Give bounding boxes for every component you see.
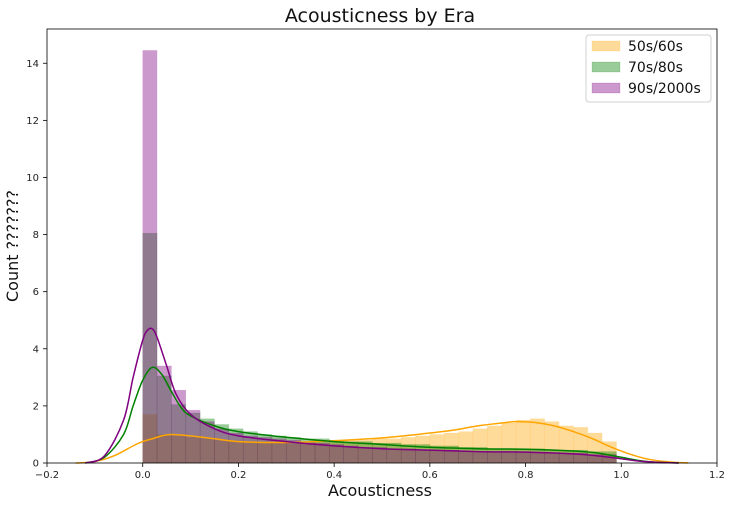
- series-0-kde-line: [75, 420, 689, 464]
- x-tick-label: 1.2: [709, 470, 725, 481]
- bar: [515, 451, 531, 464]
- x-tick-label: 0.6: [422, 470, 438, 481]
- bar: [400, 448, 416, 464]
- chart-title: Acousticness by Era: [285, 5, 475, 27]
- legend-swatch: [591, 82, 621, 94]
- legend-swatch: [591, 61, 621, 73]
- x-tick-label: 0.0: [135, 470, 151, 481]
- plot-area: [75, 50, 689, 464]
- y-tick-label: 6: [33, 287, 39, 298]
- legend-swatch: [591, 40, 621, 52]
- y-tick-label: 12: [26, 116, 39, 127]
- bar: [343, 445, 359, 464]
- axes-frame: [46, 28, 718, 464]
- y-tick-label: 8: [33, 230, 39, 241]
- legend-label: 90s/2000s: [628, 81, 701, 97]
- bar: [372, 447, 388, 464]
- bar: [472, 451, 488, 464]
- bar: [286, 439, 301, 464]
- bar: [487, 451, 502, 464]
- y-tick-label: 0: [33, 459, 39, 470]
- x-tick-label: 0.8: [518, 470, 534, 481]
- bar: [142, 50, 158, 464]
- series-0-bars: [142, 414, 617, 464]
- bar: [458, 451, 474, 464]
- bar: [429, 449, 445, 464]
- series-2-bars: [142, 50, 617, 464]
- y-tick-label: 14: [26, 59, 39, 70]
- legend-box: [585, 34, 712, 103]
- y-tick-label: 4: [33, 344, 39, 355]
- legend-label: 50s/60s: [628, 39, 683, 55]
- series-2-kde-line: [85, 327, 679, 464]
- legend: 50s/60s 70s/80s 90s/2000s: [585, 34, 712, 103]
- bar: [257, 437, 273, 464]
- y-tick-label: 2: [33, 401, 39, 412]
- bar: [228, 432, 244, 464]
- bar: [386, 448, 402, 464]
- x-axis: −0.2 0.0 0.2 0.4 0.6 0.8 1.0 1.2: [35, 463, 725, 481]
- x-tick-label: 0.4: [326, 470, 342, 481]
- y-tick-label: 10: [26, 173, 39, 184]
- x-tick-label: 0.2: [230, 470, 246, 481]
- bar: [415, 449, 431, 464]
- bar: [329, 444, 344, 464]
- bar: [357, 447, 373, 464]
- y-axis-label: Count ???????: [3, 190, 22, 302]
- x-tick-label: 1.0: [613, 470, 629, 481]
- y-axis: 0 2 4 6 8 10 12 14: [26, 59, 47, 470]
- x-tick-label: −0.2: [35, 470, 59, 481]
- bar: [156, 365, 172, 464]
- bar: [558, 452, 574, 464]
- bar: [501, 451, 517, 464]
- bar: [242, 435, 258, 464]
- bar: [171, 389, 187, 464]
- bar: [443, 449, 459, 464]
- x-axis-label: Acousticness: [328, 481, 432, 500]
- bar: [544, 452, 560, 464]
- legend-label: 70s/80s: [628, 60, 683, 76]
- series-1-kde-line: [85, 366, 679, 464]
- bar: [530, 452, 545, 464]
